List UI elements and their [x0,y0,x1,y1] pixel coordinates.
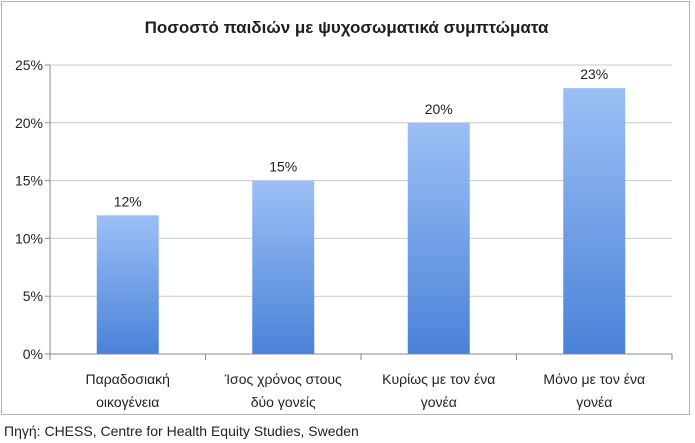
bar [252,180,315,354]
bar [563,88,626,355]
bar [407,122,470,354]
x-tick-label: οικογένεια [96,394,159,410]
x-tick-label: Μόνο με τον ένα [543,371,645,387]
x-tick-label: Κυρίως με τον ένα [382,371,495,387]
data-label: 23% [580,66,608,82]
y-tick-label: 0% [23,346,43,362]
bar [96,215,159,354]
data-label: 12% [114,193,142,209]
x-tick-label: δύο γονείς [251,394,316,410]
chart-title: Ποσοστό παιδιών με ψυχοσωματικά συμπτώμα… [144,18,549,37]
y-tick-label: 20% [15,115,43,131]
y-tick-label: 5% [23,288,43,304]
data-label: 15% [269,159,297,175]
x-tick-label: γονέα [421,394,457,410]
y-tick-label: 25% [15,57,43,73]
y-tick-label: 15% [15,173,43,189]
data-label: 20% [425,101,453,117]
x-tick-label: Παραδοσιακή [86,371,170,387]
source-note: Πηγή: CHESS, Centre for Health Equity St… [4,423,359,439]
y-tick-label: 10% [15,230,43,246]
x-tick-label: Ίσος χρόνος στους [224,371,342,387]
x-tick-label: γονέα [576,394,612,410]
